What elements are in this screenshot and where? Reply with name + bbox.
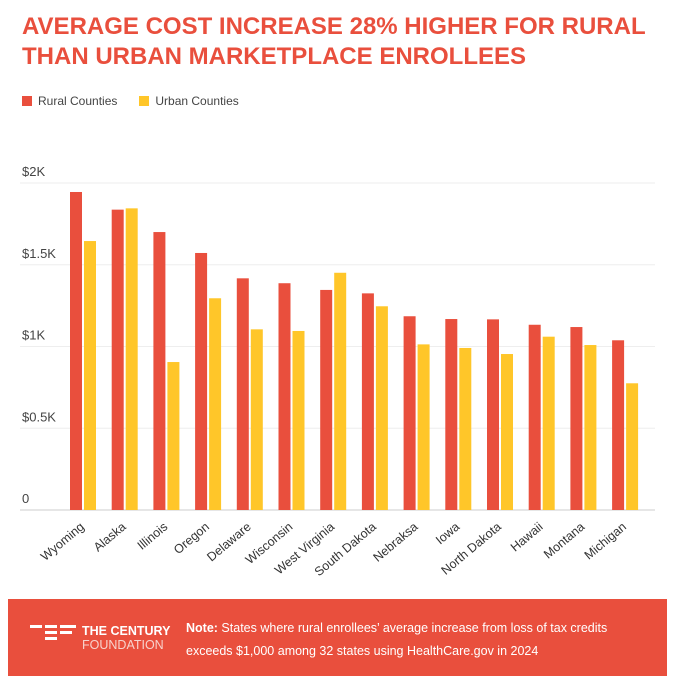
x-tick-label: Iowa xyxy=(433,520,462,548)
bar-rural xyxy=(612,340,625,510)
bar-urban xyxy=(417,344,430,510)
bar-rural xyxy=(320,289,333,510)
bar-urban xyxy=(125,208,138,510)
bar-rural xyxy=(570,327,583,510)
legend-label: Rural Counties xyxy=(38,94,118,108)
header: AVERAGE COST INCREASE 28% HIGHER FOR RUR… xyxy=(22,12,667,108)
note-text: States where rural enrollees’ average in… xyxy=(186,621,608,658)
legend-item-urban: Urban Counties xyxy=(139,94,239,108)
bar-rural xyxy=(361,293,374,510)
bar-urban xyxy=(584,345,597,510)
x-tick-label: Montana xyxy=(541,520,587,562)
y-tick-label: $0.5K xyxy=(22,409,56,424)
bar-urban xyxy=(209,298,222,510)
note: Note: States where rural enrollees’ aver… xyxy=(186,617,656,663)
bar-rural xyxy=(278,283,291,510)
legend-swatch xyxy=(22,96,32,106)
bar-rural xyxy=(70,191,82,510)
bar-rural xyxy=(111,209,124,510)
y-tick-label: $1.5K xyxy=(22,246,56,261)
x-tick-label: Illinois xyxy=(135,520,171,553)
bar-rural xyxy=(487,319,499,510)
bar-urban xyxy=(334,272,347,510)
logo-text: FOUNDATION xyxy=(82,638,164,652)
x-tick-label: Hawaii xyxy=(508,520,546,555)
bar-rural xyxy=(153,232,166,511)
footer: THE CENTURY FOUNDATION Note: States wher… xyxy=(8,599,667,676)
x-tick-label: Michigan xyxy=(582,520,629,563)
bar-urban xyxy=(459,347,472,510)
legend-swatch xyxy=(139,96,150,106)
bar-rural xyxy=(236,278,249,510)
logo-mark-icon xyxy=(30,625,76,640)
bar-rural xyxy=(445,319,458,510)
bar-rural xyxy=(528,324,541,510)
bar-urban xyxy=(167,362,180,510)
bar-urban xyxy=(501,354,513,510)
logo-text: THE CENTURY xyxy=(82,624,171,638)
bar-urban xyxy=(84,241,96,511)
legend: Rural Counties Urban Counties xyxy=(22,94,667,108)
bar-urban xyxy=(375,306,388,510)
legend-label: Urban Counties xyxy=(155,94,239,108)
bar-rural xyxy=(195,252,208,510)
bar-urban xyxy=(542,336,555,510)
bar-urban xyxy=(292,330,305,510)
note-label: Note: xyxy=(186,621,218,635)
x-tick-label: Wyoming xyxy=(38,520,87,564)
y-tick-label: $1K xyxy=(22,328,45,343)
chart-title: AVERAGE COST INCREASE 28% HIGHER FOR RUR… xyxy=(22,13,646,70)
y-tick-label: 0 xyxy=(22,491,29,506)
bar-rural xyxy=(403,316,416,510)
legend-item-rural: Rural Counties xyxy=(22,94,117,108)
y-tick-label: $2K xyxy=(22,164,45,179)
x-tick-label: Alaska xyxy=(91,520,129,555)
bar-urban xyxy=(626,383,639,510)
x-tick-label: Nebraksa xyxy=(371,520,421,565)
bar-urban xyxy=(250,329,263,510)
